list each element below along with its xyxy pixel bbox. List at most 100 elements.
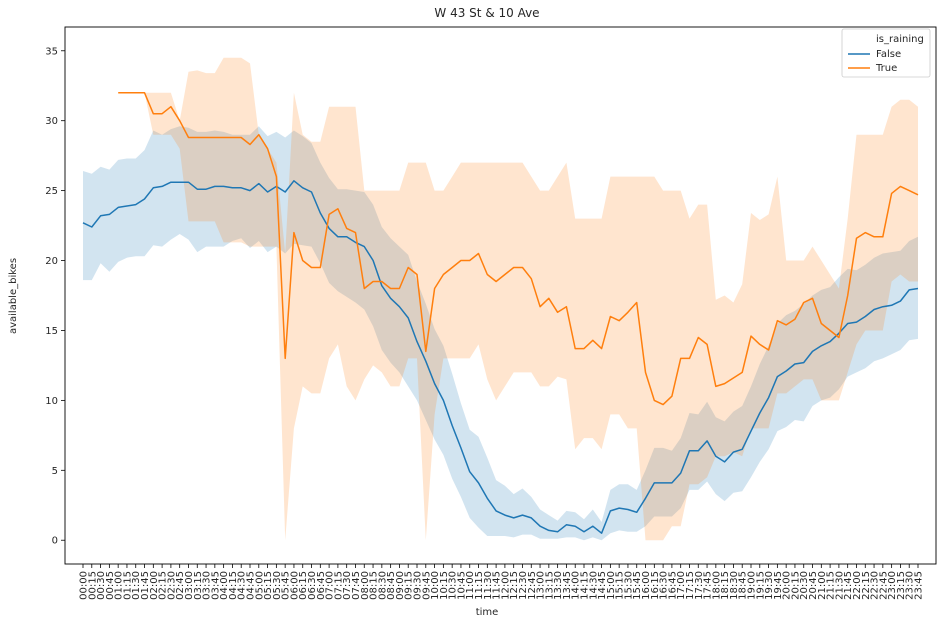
x-tick-label: 16:45: [667, 571, 678, 600]
x-tick-label: 00:15: [87, 571, 98, 600]
x-tick-label: 07:45: [351, 571, 362, 600]
x-tick-label: 02:15: [158, 571, 169, 600]
series-line-false: [82, 180, 919, 534]
x-tick-label: 05:30: [272, 571, 283, 600]
x-tick-label: 16:30: [659, 571, 670, 600]
x-tick-label: 23:15: [896, 571, 907, 600]
x-tick-label: 06:00: [289, 571, 300, 600]
x-tick-label: 15:00: [606, 571, 617, 600]
x-tick-label: 23:30: [905, 571, 916, 600]
x-axis: 00:0000:1500:3000:4501:0001:1501:3001:45…: [79, 564, 925, 600]
x-tick-label: 03:45: [210, 571, 221, 600]
plot-frame: [64, 26, 937, 565]
x-tick-label: 21:45: [843, 571, 854, 600]
x-tick-label: 14:45: [597, 571, 608, 600]
x-tick-label: 09:45: [421, 571, 432, 600]
x-tick-label: 13:15: [544, 571, 555, 600]
x-tick-label: 17:30: [694, 571, 705, 600]
x-tick-label: 13:00: [536, 571, 547, 600]
legend-entry-true: True: [875, 63, 897, 74]
x-tick-label: 17:15: [685, 571, 696, 600]
x-tick-label: 04:00: [219, 571, 230, 600]
legend-title: is_raining: [876, 34, 924, 45]
x-tick-label: 04:45: [246, 571, 257, 600]
x-tick-label: 10:30: [448, 571, 459, 600]
y-tick-label: 5: [52, 466, 58, 477]
x-tick-label: 14:00: [571, 571, 582, 600]
x-tick-label: 11:30: [483, 571, 494, 600]
x-tick-label: 00:45: [105, 571, 116, 600]
x-tick-label: 17:45: [703, 571, 714, 600]
x-tick-label: 07:15: [333, 571, 344, 600]
x-tick-label: 05:45: [281, 571, 292, 600]
y-tick-label: 0: [52, 536, 58, 547]
x-tick-label: 02:45: [175, 571, 186, 600]
y-tick-label: 20: [45, 256, 58, 267]
x-tick-label: 11:45: [492, 571, 503, 600]
x-tick-label: 20:15: [790, 571, 801, 600]
x-tick-label: 18:45: [738, 571, 749, 600]
x-tick-label: 20:45: [808, 571, 819, 600]
x-tick-label: 01:15: [122, 571, 133, 600]
x-tick-label: 20:00: [782, 571, 793, 600]
x-tick-label: 08:45: [386, 571, 397, 600]
x-tick-label: 03:30: [202, 571, 213, 600]
x-tick-label: 01:30: [131, 571, 142, 600]
ci-band-false: [83, 126, 918, 541]
x-tick-label: 06:30: [307, 571, 318, 600]
x-tick-label: 19:30: [764, 571, 775, 600]
x-tick-label: 18:30: [729, 571, 740, 600]
ci-band-true: [118, 57, 918, 541]
x-tick-label: 07:00: [325, 571, 336, 600]
x-tick-label: 15:45: [632, 571, 643, 600]
x-tick-label: 23:00: [887, 571, 898, 600]
x-tick-label: 22:45: [878, 571, 889, 600]
y-axis: 0 5 10 15 20 25 30 35: [45, 46, 65, 547]
x-tick-label: 21:00: [817, 571, 828, 600]
chart-title: W 43 St & 10 Ave: [434, 6, 539, 20]
legend-box: [841, 28, 931, 78]
x-tick-label: 19:00: [747, 571, 758, 600]
x-tick-label: 15:30: [623, 571, 634, 600]
y-axis-label: available_bikes: [8, 258, 19, 334]
x-tick-label: 12:45: [527, 571, 538, 600]
y-tick-label: 15: [45, 326, 58, 337]
x-tick-label: 00:30: [96, 571, 107, 600]
x-tick-label: 19:45: [773, 571, 784, 600]
x-tick-label: 17:00: [676, 571, 687, 600]
x-tick-label: 02:30: [166, 571, 177, 600]
x-tick-label: 10:00: [430, 571, 441, 600]
x-tick-label: 07:30: [342, 571, 353, 600]
x-tick-label: 04:30: [237, 571, 248, 600]
x-tick-label: 09:30: [413, 571, 424, 600]
confidence-bands: [83, 57, 918, 541]
legend: is_raining False True: [841, 28, 931, 78]
x-tick-label: 22:15: [861, 571, 872, 600]
x-tick-label: 08:30: [377, 571, 388, 600]
x-tick-label: 08:00: [360, 571, 371, 600]
x-tick-label: 21:15: [826, 571, 837, 600]
x-tick-label: 03:00: [184, 571, 195, 600]
x-tick-label: 12:00: [500, 571, 511, 600]
x-tick-label: 16:15: [650, 571, 661, 600]
series-line-true: [118, 91, 919, 406]
y-tick-label: 10: [45, 396, 58, 407]
x-tick-label: 01:45: [140, 571, 151, 600]
x-tick-label: 10:45: [456, 571, 467, 600]
x-tick-label: 11:15: [474, 571, 485, 600]
x-tick-label: 09:15: [404, 571, 415, 600]
x-tick-label: 08:15: [369, 571, 380, 600]
x-tick-label: 12:30: [518, 571, 529, 600]
y-tick-label: 30: [45, 116, 58, 127]
series-lines: [82, 91, 919, 534]
x-tick-label: 15:15: [615, 571, 626, 600]
x-tick-label: 18:00: [711, 571, 722, 600]
x-tick-label: 02:00: [149, 571, 160, 600]
x-tick-label: 04:15: [228, 571, 239, 600]
x-tick-label: 16:00: [641, 571, 652, 600]
x-tick-label: 20:30: [799, 571, 810, 600]
x-tick-label: 19:15: [755, 571, 766, 600]
x-tick-label: 11:00: [465, 571, 476, 600]
x-axis-label: time: [476, 607, 499, 618]
